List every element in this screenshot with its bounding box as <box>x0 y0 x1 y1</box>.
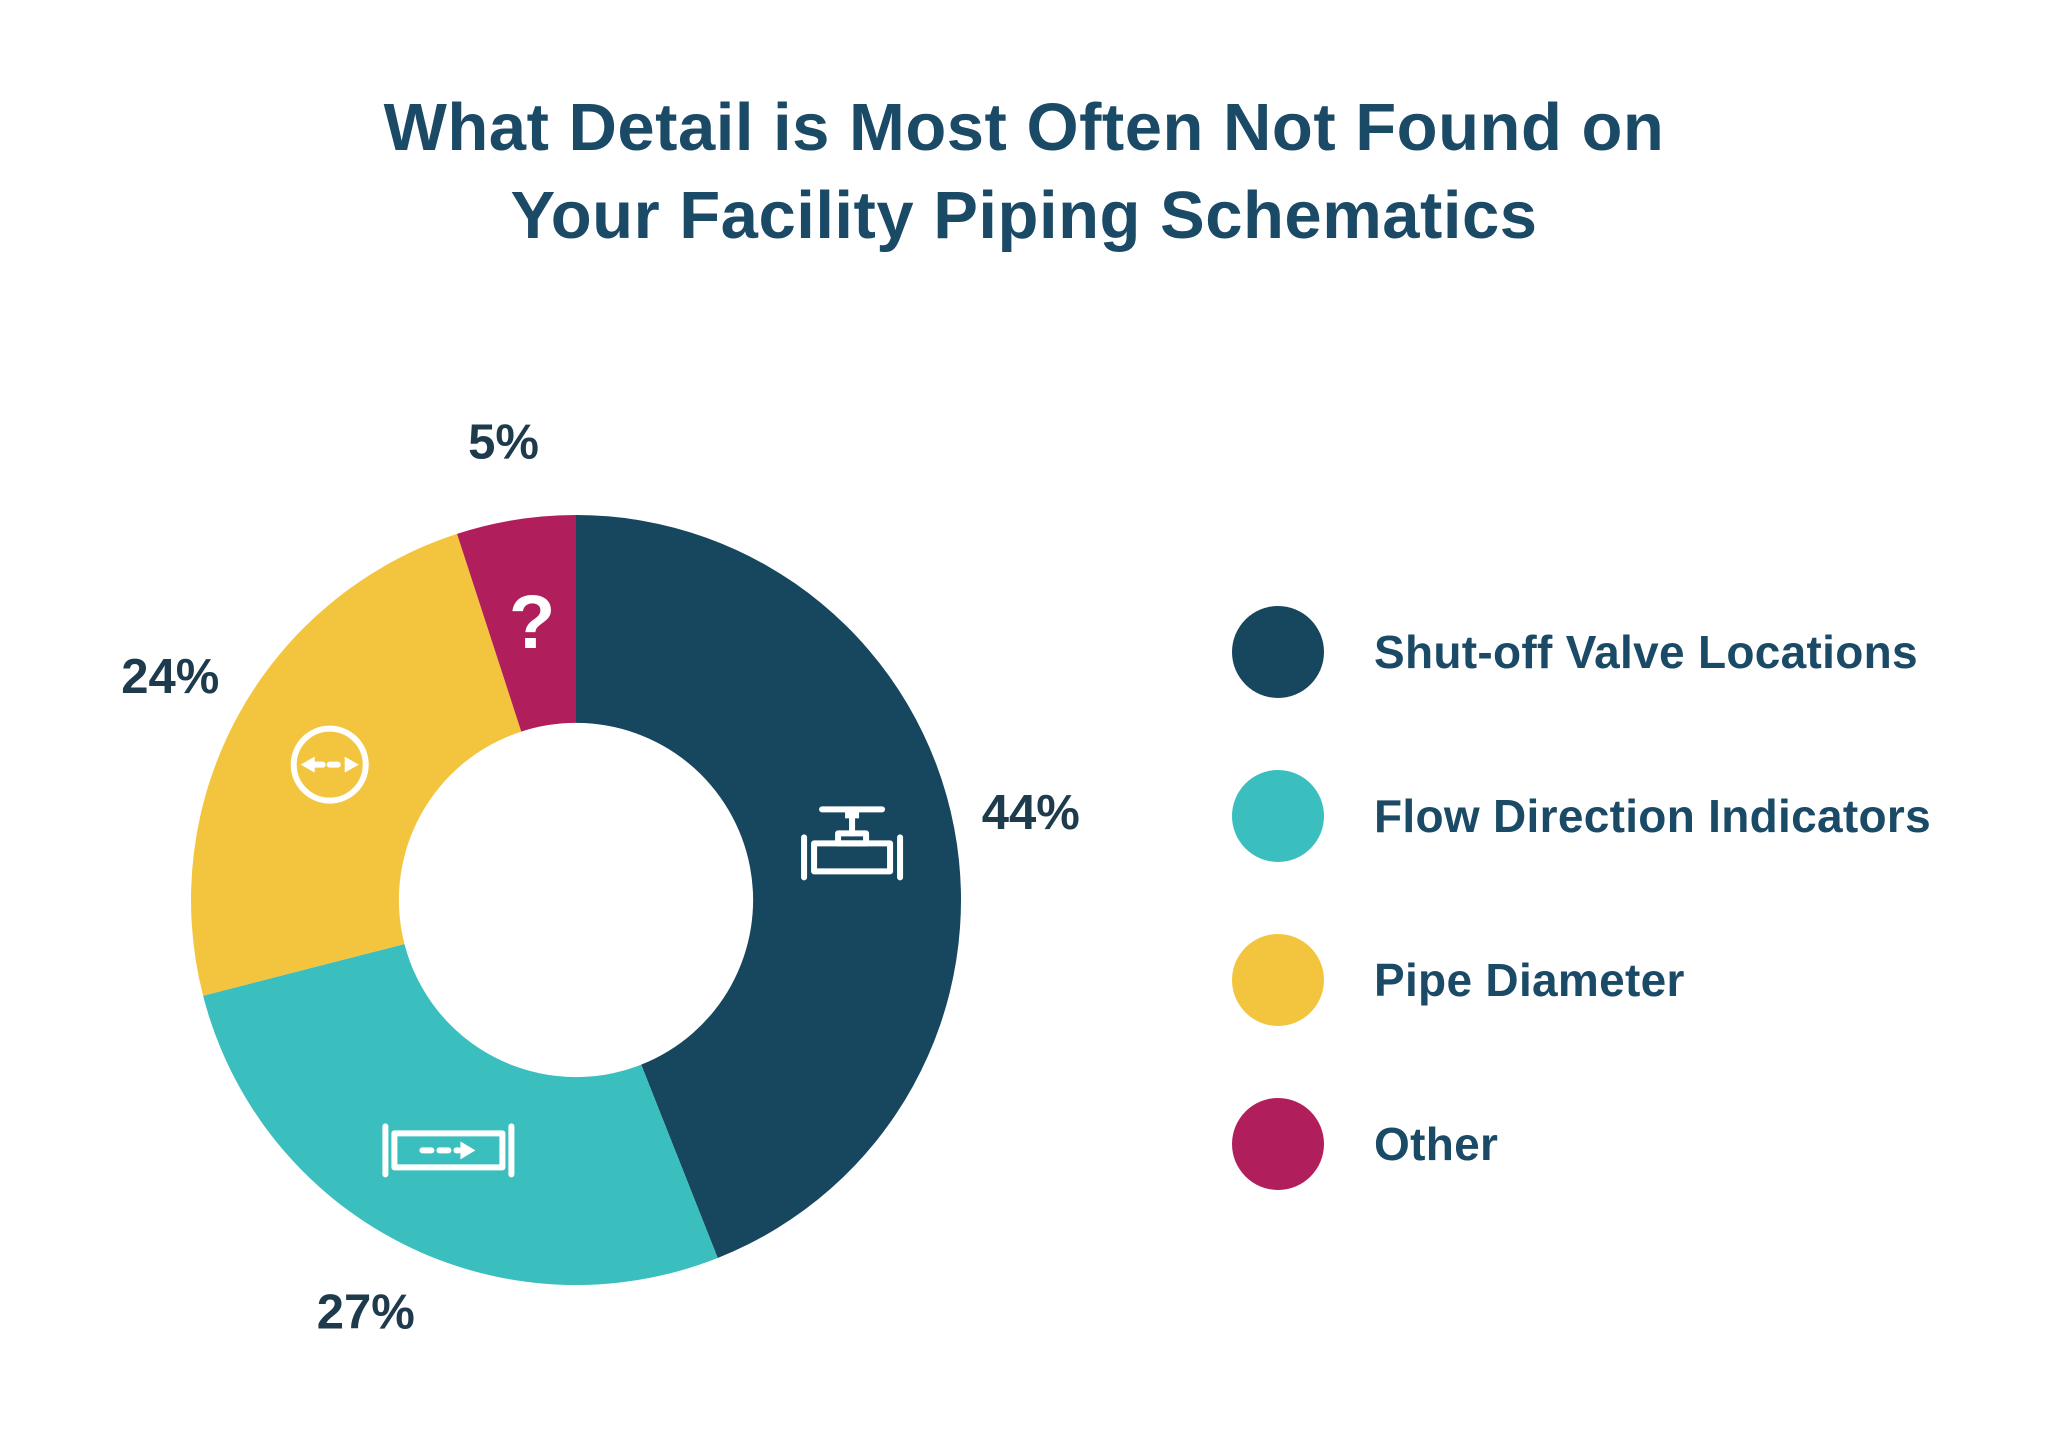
chart-title: What Detail is Most Often Not Found on Y… <box>0 0 2048 261</box>
question-mark-icon: ? <box>509 580 555 665</box>
slice-percent-label-0: 44% <box>982 786 1080 840</box>
legend-label-2: Pipe Diameter <box>1374 954 1685 1006</box>
question-mark-glyph: ? <box>509 580 555 665</box>
donut-slice-1 <box>203 944 718 1285</box>
valve-icon <box>801 806 904 881</box>
donut-slice-0 <box>576 515 961 1258</box>
legend-swatch-1 <box>1232 770 1324 862</box>
donut-slice-3 <box>457 515 576 732</box>
chart-title-line2: Your Facility Piping Schematics <box>510 178 1538 254</box>
legend-swatch-2 <box>1232 934 1324 1026</box>
donut-chart: ? 44% 27% 24% 5% <box>26 350 1126 1450</box>
legend-swatch-3 <box>1232 1098 1324 1190</box>
pipe-diameter-icon <box>290 725 369 804</box>
slice-icons-layer: ? <box>290 580 904 1178</box>
slice-percent-label-2: 24% <box>121 650 219 704</box>
legend-label-0: Shut-off Valve Locations <box>1374 626 1918 678</box>
chart-title-line1: What Detail is Most Often Not Found on <box>383 90 1665 165</box>
legend-label-1: Flow Direction Indicators <box>1374 790 1932 842</box>
donut-chart-svg: ? 44% 27% 24% 5% <box>121 416 1080 1340</box>
legend-item-1: Flow Direction Indicators <box>1232 770 1931 862</box>
legend-swatch-0 <box>1232 606 1324 698</box>
legend-item-0: Shut-off Valve Locations <box>1232 606 1931 698</box>
pipe-flow-icon <box>382 1123 515 1178</box>
legend-item-2: Pipe Diameter <box>1232 934 1931 1026</box>
legend: Shut-off Valve Locations Flow Direction I… <box>1232 606 1931 1262</box>
slice-percent-label-1: 27% <box>317 1286 415 1340</box>
slice-percent-label-3: 5% <box>468 416 539 470</box>
legend-item-3: Other <box>1232 1098 1931 1190</box>
legend-label-3: Other <box>1374 1118 1499 1170</box>
